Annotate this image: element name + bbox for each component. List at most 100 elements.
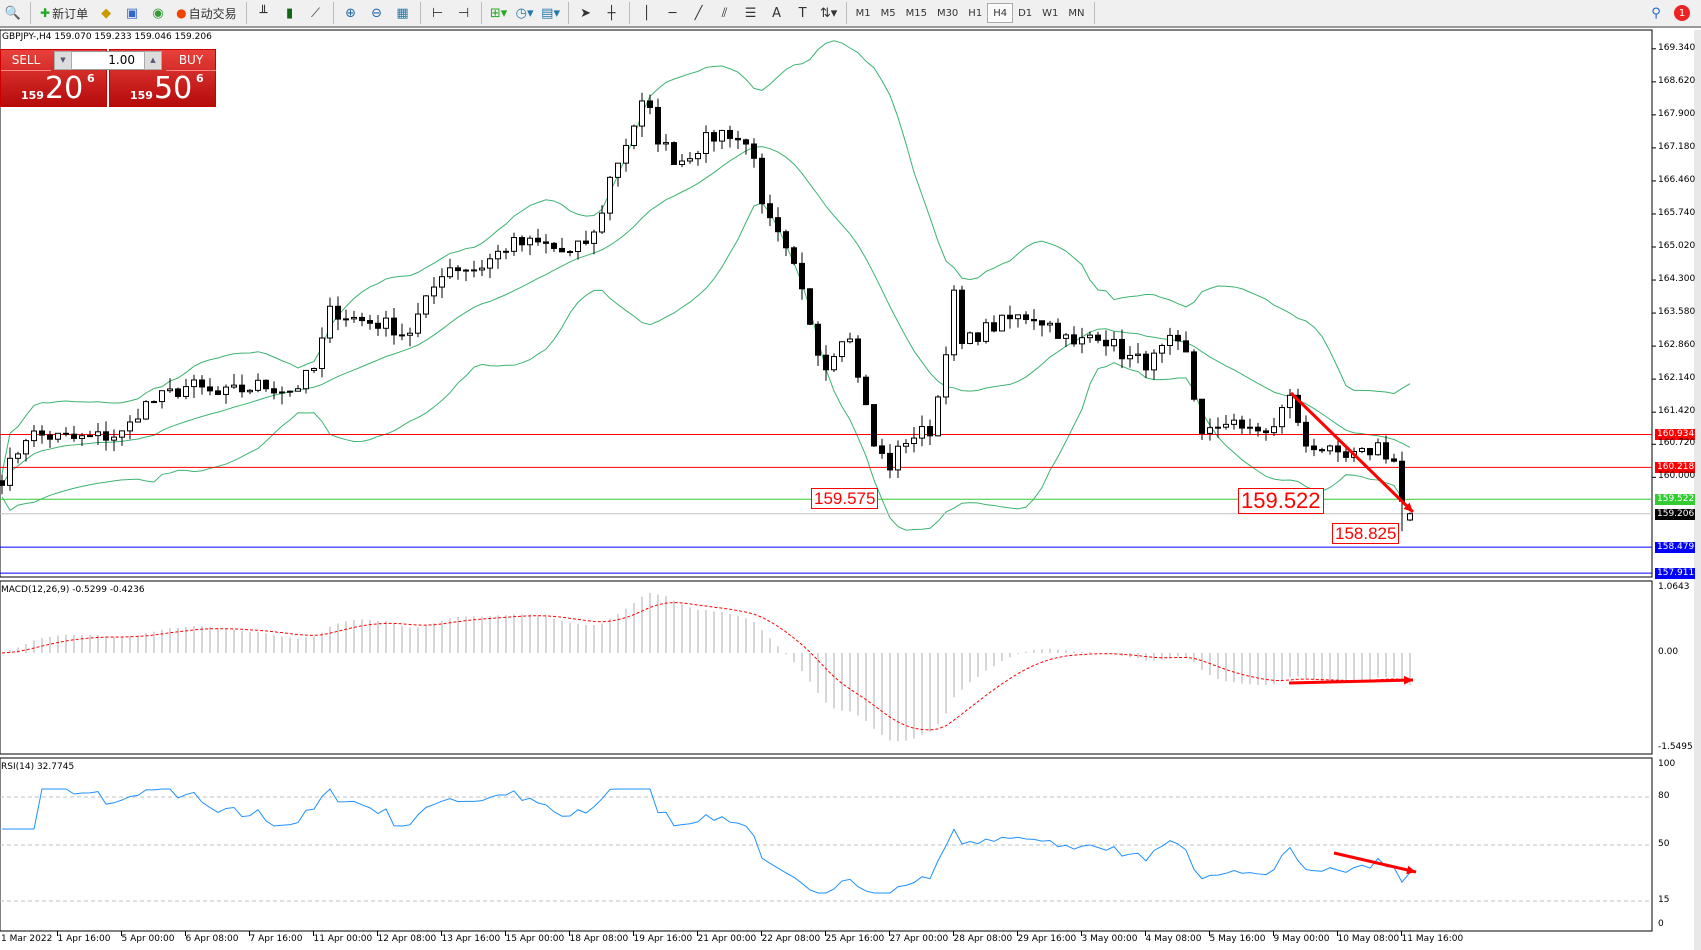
candle-body xyxy=(935,396,941,437)
price-label-159522[interactable]: 159.522 xyxy=(1238,488,1324,514)
new-order-icon: ✚ xyxy=(40,6,51,20)
candle xyxy=(367,314,373,330)
rsi-line xyxy=(2,788,1411,894)
candle xyxy=(1175,330,1181,350)
candle-body xyxy=(391,317,397,336)
candle xyxy=(407,327,413,347)
candle xyxy=(591,229,597,255)
chart-shift-icon[interactable]: ⊣ xyxy=(457,5,470,21)
timeframe-m15[interactable]: M15 xyxy=(905,7,927,19)
tile-windows-icon[interactable]: ▦ xyxy=(396,5,409,21)
candle-body xyxy=(207,386,213,392)
trendline-icon[interactable]: ╱ xyxy=(694,5,703,21)
candle-body xyxy=(1207,427,1213,434)
candle xyxy=(983,318,989,344)
candle xyxy=(639,92,645,138)
candle xyxy=(439,268,445,299)
candle-body xyxy=(351,316,357,320)
notification-badge: 1 xyxy=(1674,5,1690,21)
candle xyxy=(911,427,917,453)
timeframe-m1[interactable]: M1 xyxy=(855,7,871,19)
candle xyxy=(503,248,509,260)
search-icon[interactable]: ⚲ xyxy=(1651,5,1661,21)
market-watch-icon[interactable]: ◆ xyxy=(101,5,112,21)
candle-body xyxy=(583,240,589,244)
buy-button[interactable]: BUY 159 50 6 xyxy=(109,49,216,107)
candle-body xyxy=(655,106,661,145)
candle-body xyxy=(559,247,565,253)
arrows-icon[interactable]: ⇅▾ xyxy=(819,5,838,21)
line-chart-icon[interactable]: ⟋ xyxy=(311,5,321,21)
lot-decrease-button[interactable]: ▼ xyxy=(54,51,72,70)
candle-body xyxy=(783,231,789,249)
timeframe-m5[interactable]: M5 xyxy=(880,7,896,19)
candle-body xyxy=(1047,322,1053,326)
timeframe-h4[interactable]: H4 xyxy=(987,3,1014,23)
candlestick-icon[interactable]: ▮ xyxy=(286,5,294,21)
cursor-icon[interactable]: ➤ xyxy=(580,5,592,21)
candle-body xyxy=(103,431,109,441)
price-axis-label: 160.720 xyxy=(1658,438,1696,449)
candle xyxy=(823,345,829,381)
text-label-icon[interactable]: T xyxy=(798,5,807,21)
notifications-button[interactable]: 1 xyxy=(1671,2,1693,24)
candle-body xyxy=(631,125,637,146)
candle xyxy=(599,205,605,235)
candle-body xyxy=(759,157,765,205)
candle xyxy=(1183,331,1189,353)
candle xyxy=(1367,447,1373,461)
candle xyxy=(1015,314,1021,328)
indicators-icon[interactable]: ⊞▾ xyxy=(489,5,508,21)
candle-body xyxy=(1319,449,1325,452)
candle xyxy=(103,421,109,451)
timeframe-d1[interactable]: D1 xyxy=(1018,7,1033,19)
candle xyxy=(311,367,317,374)
equidistant-channel-icon[interactable]: ⫽ xyxy=(721,5,728,21)
zoom-in-icon[interactable]: ⊕ xyxy=(345,5,357,21)
lot-increase-button[interactable]: ▲ xyxy=(144,51,162,70)
horizontal-line-icon[interactable]: ─ xyxy=(668,5,677,21)
templates-icon[interactable]: ▤▾ xyxy=(541,5,560,21)
candle-body xyxy=(951,289,957,356)
price-label-159575[interactable]: 159.575 xyxy=(811,488,879,509)
candle xyxy=(1055,318,1061,339)
zoom-out-icon[interactable]: ⊖ xyxy=(371,5,383,21)
candle-body xyxy=(383,317,389,329)
autoscroll-icon[interactable]: ⊢ xyxy=(431,5,444,21)
timeframe-w1[interactable]: W1 xyxy=(1042,7,1059,19)
sell-button[interactable]: SELL 159 20 6 xyxy=(0,49,107,107)
navigator-icon[interactable]: ▣ xyxy=(125,5,139,21)
candle xyxy=(743,138,749,155)
periods-icon[interactable]: ◷▾ xyxy=(515,5,534,21)
text-icon[interactable]: A xyxy=(772,5,782,21)
candle-body xyxy=(1103,339,1109,347)
bar-chart-icon[interactable]: ╨ xyxy=(259,5,268,21)
price-label-158825[interactable]: 158.825 xyxy=(1332,523,1400,544)
magnifier-icon[interactable]: 🔍 xyxy=(4,5,22,21)
candle-body xyxy=(775,217,781,233)
candle-body xyxy=(663,142,669,145)
candle xyxy=(359,312,365,327)
candle xyxy=(775,207,781,242)
crosshair-icon[interactable]: ┼ xyxy=(607,5,616,21)
vertical-line-icon[interactable]: │ xyxy=(642,5,651,21)
auto-trading-button[interactable]: ● 自动交易 xyxy=(173,2,240,24)
candle-body xyxy=(839,341,845,358)
candle xyxy=(31,425,37,448)
timeframe-h1[interactable]: H1 xyxy=(968,7,983,19)
timeframe-m30[interactable]: M30 xyxy=(936,7,959,19)
candle xyxy=(751,138,757,168)
fibonacci-icon[interactable]: ☰ xyxy=(744,5,757,21)
new-order-button[interactable]: ✚ 新订单 xyxy=(37,2,91,24)
candle xyxy=(431,276,437,305)
candle-body xyxy=(311,368,317,371)
price-axis-label: 166.460 xyxy=(1658,174,1696,185)
timeframe-mn[interactable]: MN xyxy=(1068,7,1085,19)
candle-body xyxy=(15,453,21,459)
candle xyxy=(559,237,565,253)
signals-icon[interactable]: ◉ xyxy=(152,5,164,21)
candle xyxy=(1143,350,1149,379)
candle xyxy=(1039,320,1045,337)
candle-body xyxy=(1311,445,1317,451)
